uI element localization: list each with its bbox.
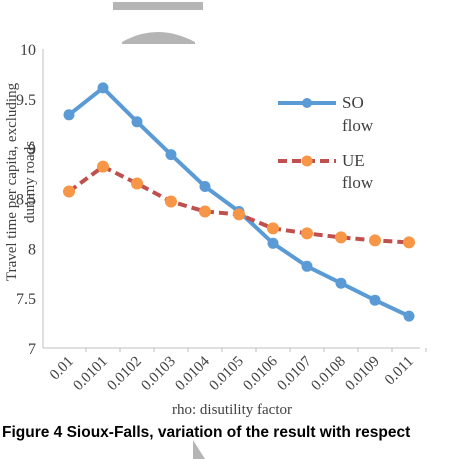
figure-caption: Figure 4 Sioux-Falls, variation of the r… <box>2 424 411 441</box>
data-point-so <box>97 82 109 94</box>
data-point-so <box>369 294 381 306</box>
y-axis-title-line2: dummy roads <box>22 141 38 223</box>
y-tick-label: 8 <box>28 241 36 258</box>
data-point-ue <box>165 195 177 208</box>
x-tick-label: 0.0107 <box>274 353 315 394</box>
data-point-so <box>63 109 75 121</box>
data-point-ue <box>335 231 347 244</box>
data-point-so <box>131 116 143 128</box>
data-point-ue <box>233 208 245 221</box>
data-point-ue <box>131 177 143 190</box>
y-tick-label: 8.5 <box>16 192 36 209</box>
x-tick-label: 0.011 <box>382 354 417 389</box>
legend-ue-label-line1: UE <box>342 151 365 170</box>
data-point-ue <box>97 160 109 173</box>
top-gray-bar <box>113 2 203 10</box>
x-tick-label: 0.0105 <box>206 354 246 394</box>
data-point-ue <box>267 222 279 235</box>
x-tick-label: 0.0102 <box>104 354 144 394</box>
y-tick-label: 9 <box>28 142 36 159</box>
data-point-so <box>301 260 313 272</box>
x-tick-label: 0.01 <box>47 354 77 384</box>
y-axis-title-line1: Travel time per capita, excluding <box>4 82 20 281</box>
bottom-gray-arrow <box>193 440 205 459</box>
x-tick-label: 0.0101 <box>70 354 110 394</box>
data-point-so <box>165 149 177 161</box>
x-axis-title: rho: disutility factor <box>172 402 292 418</box>
data-point-ue <box>199 205 211 218</box>
legend-ue-label-line2: flow <box>342 173 374 192</box>
data-point-ue <box>63 185 75 198</box>
y-tick-label: 7.5 <box>16 291 36 308</box>
legend-ue-marker <box>301 155 313 167</box>
legend-so-label-line1: SO <box>342 93 364 112</box>
x-tick-label: 0.0109 <box>342 354 382 394</box>
y-tick-label: 10 <box>20 42 36 59</box>
legend-so-label-line2: flow <box>342 116 374 135</box>
legend: SO flow UE flow <box>278 93 374 192</box>
x-tick-label: 0.0103 <box>138 354 178 394</box>
data-point-so <box>199 181 211 192</box>
x-tick-label: 0.0104 <box>172 353 213 394</box>
data-point-ue <box>369 234 381 247</box>
data-point-ue <box>301 227 313 240</box>
legend-so-marker <box>302 98 312 108</box>
x-tick-label: 0.0106 <box>240 353 281 394</box>
top-gray-arc <box>122 32 195 44</box>
y-tick-label: 9.5 <box>16 92 36 109</box>
y-tick-label: 7 <box>28 341 36 358</box>
data-point-so <box>267 237 279 249</box>
data-point-ue <box>403 236 415 249</box>
data-point-so <box>403 310 415 322</box>
x-tick-label: 0.0108 <box>308 354 348 394</box>
data-point-so <box>335 277 347 289</box>
